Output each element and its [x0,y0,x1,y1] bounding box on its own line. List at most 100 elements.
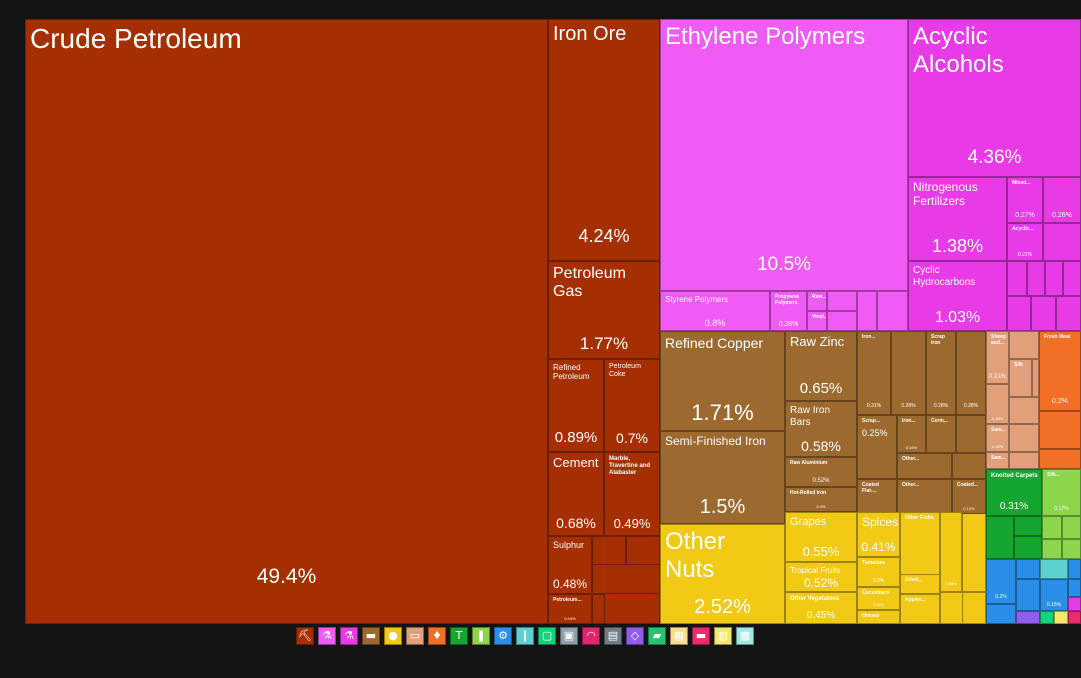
treemap-filler-cell[interactable] [1016,611,1040,624]
beaker-icon[interactable]: ⚗ [340,627,358,645]
treemap-tile-unlabeled[interactable]: 0.26% [1043,177,1081,223]
treemap-filler-cell[interactable] [1039,449,1081,469]
treemap-tile-mixed[interactable]: Mixed... 0.27% [1007,177,1043,223]
art-icon[interactable]: ▩ [736,627,754,645]
treemap-tile-iron[interactable]: Iron... 0.16% [897,415,926,453]
vehicle-icon[interactable]: ▰ [648,627,666,645]
treemap-filler-cell[interactable] [1054,611,1068,624]
treemap-filler-cell[interactable] [1009,331,1039,359]
animal-icon[interactable]: ♦ [428,627,446,645]
treemap-tile-silk[interactable]: Silk... 0.17% [1042,469,1081,516]
treemap-filler-cell[interactable] [1009,424,1039,452]
treemap-filler-cell[interactable] [986,604,1016,624]
chair-icon[interactable]: ▤ [604,627,622,645]
treemap-tile-onions[interactable]: Onions [857,610,900,624]
treemap-tile-raw[interactable]: Raw... [807,291,827,311]
treemap-tile-sheep-and[interactable]: Sheep and... 0.21% [986,331,1009,384]
shirt-icon[interactable]: T [450,627,468,645]
ingot-icon[interactable]: ▬ [362,627,380,645]
treemap-filler-cell[interactable] [1062,539,1081,559]
treemap-tile-other[interactable]: Other... [897,453,952,479]
treemap-filler-cell[interactable] [1056,296,1081,331]
treemap-filler-cell[interactable] [1042,539,1062,559]
treemap-tile-styrene-polymers[interactable]: Styrene Polymers 0.8% [660,291,770,331]
treemap-tile-sam[interactable]: Sam... 0.13% [986,424,1009,452]
treemap-filler-cell[interactable] [1007,261,1027,296]
treemap-tile-coated-flat[interactable]: Coated Flat-... [857,479,897,514]
treemap-tile-marble-travertine-and-alabaster[interactable]: Marble, Travertine and Alabaster 0.49% [604,452,660,536]
treemap-tile-scrap[interactable]: Scrap... 0.25% [857,415,897,479]
treemap-filler-cell[interactable] [1045,261,1063,296]
treemap-filler-cell[interactable] [986,516,1014,559]
treemap-tile-coated[interactable]: Coated... 0.13% [952,479,986,514]
treemap-tile-grapes[interactable]: Grapes 0.55% [785,512,857,562]
treemap-tile-other-nuts[interactable]: Other Nuts 2.52% [660,524,785,624]
treemap-filler-cell[interactable] [827,291,857,311]
treemap-filler-cell[interactable] [1043,223,1081,261]
treemap-tile-hot-rolled-iron[interactable]: Hot-Rolled Iron 0.4% [785,487,857,512]
treemap-filler-cell[interactable] [1014,516,1042,536]
treemap-filler-cell[interactable] [1068,559,1081,579]
treemap-tile-unlabeled[interactable]: 0.2% [986,559,1016,604]
treemap-filler-cell[interactable] [1009,452,1039,469]
treemap-filler-cell[interactable] [1068,579,1081,597]
treemap-tile-fresh-meat[interactable]: Fresh Meat 0.2% [1039,331,1081,411]
treemap-filler-cell[interactable] [1032,359,1039,397]
treemap-tile-dried[interactable]: Dried... [900,574,940,594]
treemap-tile-propylene-polymers[interactable]: Propylene Polymers 0.28% [770,291,807,331]
treemap-filler-cell[interactable] [1042,516,1062,539]
treemap-tile-tomatoes[interactable]: Tomatoes 0.2% [857,557,900,587]
treemap-tile-acyclic[interactable]: Acyclic... 0.22% [1007,223,1043,261]
treemap-tile-unlabeled[interactable]: 0.28% [891,331,926,415]
treemap-subcell[interactable] [592,564,660,594]
treemap-tile-iron[interactable]: Iron... 0.31% [857,331,891,415]
treemap-filler-cell[interactable] [1068,611,1081,624]
treemap-tile-unlabeled[interactable]: 0.15% [1040,579,1068,611]
treemap-tile-apples[interactable]: Apples... [900,594,940,624]
treemap-filler-cell[interactable] [1040,559,1068,579]
glass-icon[interactable]: ❙ [516,627,534,645]
fruit-icon[interactable]: ● [384,627,402,645]
pickaxe-icon[interactable]: ⛏ [296,627,314,645]
gauge-icon[interactable]: ◠ [582,627,600,645]
treemap-tile-refined-petroleum[interactable]: Refined Petroleum 0.89% [548,359,604,452]
treemap-filler-cell[interactable] [1031,296,1056,331]
treemap-tile-petroleum-gas[interactable]: Petroleum Gas 1.77% [548,261,660,359]
treemap-tile-cement[interactable]: Cement 0.68% [548,452,604,536]
treemap-filler-cell[interactable] [1068,597,1081,611]
treemap-tile-silk[interactable]: Silk [1009,359,1032,397]
treemap-tile-unlabeled[interactable]: 0.19% [986,384,1009,424]
treemap-tile-petroleum[interactable]: Petroleum... 0.04% [548,594,592,624]
treemap-filler-cell[interactable] [1039,411,1081,449]
treemap-tile-cucumbers[interactable]: Cucumbers 0.16% [857,587,900,610]
treemap-filler-cell[interactable] [962,512,986,592]
treemap-tile-petroleum-coke[interactable]: Petroleum Coke 0.7% [604,359,660,452]
treemap-filler-cell[interactable] [1040,611,1054,624]
wood-icon[interactable]: ▦ [670,627,688,645]
treemap-tile-spices[interactable]: Spices 0.41% [857,512,900,557]
treemap-tile-crude-petroleum[interactable]: Crude Petroleum 49.4% [25,19,548,624]
treemap-tile-refined-copper[interactable]: Refined Copper 1.71% [660,331,785,431]
treemap-tile-acyclic-alcohols[interactable]: Acyclic Alcohols 4.36% [908,19,1081,177]
treemap-filler-cell[interactable] [1062,516,1081,539]
treemap-filler-cell[interactable] [827,311,857,331]
treemap-tile-raw-iron-bars[interactable]: Raw Iron Bars 0.58% [785,401,857,457]
treemap-tile-unlabeled[interactable]: 0.08% [940,512,962,592]
treemap-tile-iron-ore[interactable]: Iron Ore 4.24% [548,19,660,261]
treemap-filler-cell[interactable] [952,453,986,479]
flask-icon[interactable]: ⚗ [318,627,336,645]
treemap-tile-tropical-fruits[interactable]: Tropical Fruits 0.52% [785,562,857,592]
weapon-icon[interactable]: ▥ [714,627,732,645]
treemap-tile-vinyl[interactable]: Vinyl... [807,311,827,331]
gear-icon[interactable]: ⚙ [494,627,512,645]
treemap-filler-cell[interactable] [1007,296,1031,331]
treemap-tile-other-vegetables[interactable]: Other Vegetables 0.45% [785,592,857,624]
treemap-filler-cell[interactable] [962,592,986,624]
treemap-tile-semi-finished-iron[interactable]: Semi-Finished Iron 1.5% [660,431,785,524]
treemap-tile-unlabeled[interactable]: 0.28% [956,331,986,415]
food-icon[interactable]: ▬ [692,627,710,645]
treemap-tile-ethylene-polymers[interactable]: Ethylene Polymers 10.5% [660,19,908,291]
treemap-tile-other[interactable]: Other... [897,479,952,514]
treemap-tile-nitrogenous-fertilizers[interactable]: Nitrogenous Fertilizers 1.38% [908,177,1007,261]
treemap-filler-cell[interactable] [1027,261,1045,296]
